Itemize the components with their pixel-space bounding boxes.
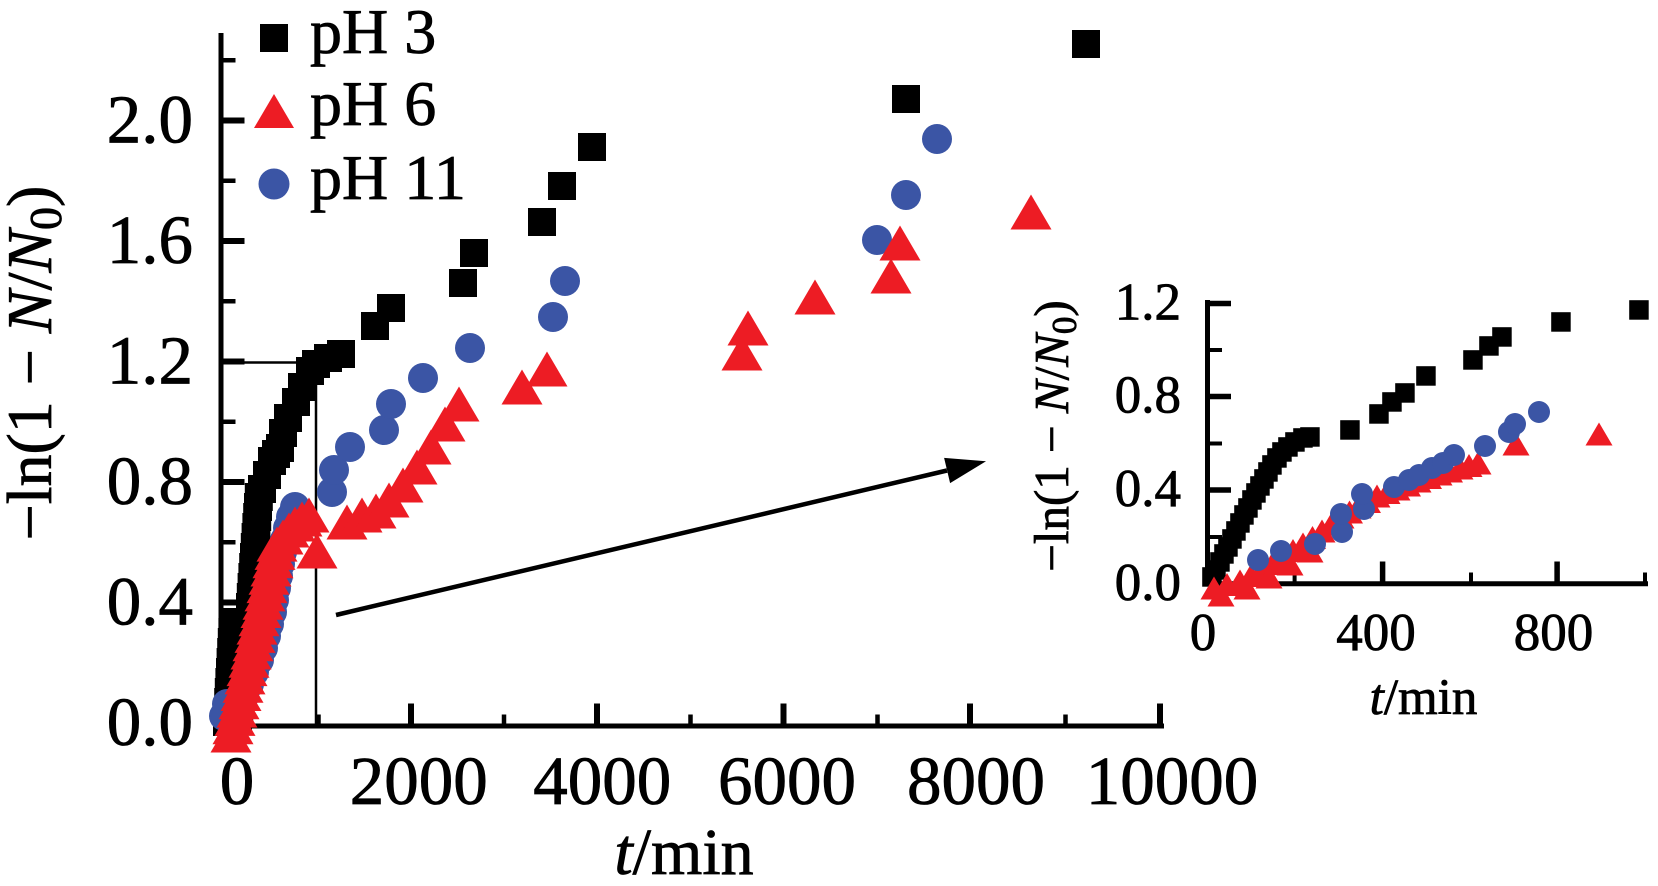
svg-text:0: 0 xyxy=(220,743,255,819)
svg-text:t/min: t/min xyxy=(614,816,753,886)
svg-text:400: 400 xyxy=(1336,604,1416,662)
svg-text:800: 800 xyxy=(1514,604,1594,662)
svg-text:pH 3: pH 3 xyxy=(310,0,436,67)
svg-text:1.2: 1.2 xyxy=(1115,274,1181,332)
svg-text:0.8: 0.8 xyxy=(1115,367,1181,425)
svg-text:pH 11: pH 11 xyxy=(310,142,466,213)
svg-text:t/min: t/min xyxy=(1370,670,1478,726)
svg-text:1.2: 1.2 xyxy=(107,323,193,399)
svg-text:10000: 10000 xyxy=(1086,743,1259,819)
svg-text:−ln(1 − N/N0): −ln(1 − N/N0) xyxy=(0,186,71,541)
svg-text:2.0: 2.0 xyxy=(107,82,193,158)
svg-text:0.0: 0.0 xyxy=(107,684,193,760)
svg-text:0.0: 0.0 xyxy=(1115,554,1181,612)
svg-text:0.8: 0.8 xyxy=(107,443,193,519)
svg-text:4000: 4000 xyxy=(533,743,671,819)
svg-text:0: 0 xyxy=(1190,604,1217,662)
svg-text:6000: 6000 xyxy=(718,743,856,819)
svg-text:0.4: 0.4 xyxy=(107,564,193,640)
svg-text:1.6: 1.6 xyxy=(107,202,193,278)
svg-text:8000: 8000 xyxy=(907,743,1045,819)
svg-text:−ln(1 − N/N0): −ln(1 − N/N0) xyxy=(1024,300,1084,572)
svg-text:0.4: 0.4 xyxy=(1115,460,1181,518)
svg-text:2000: 2000 xyxy=(350,743,488,819)
svg-text:pH 6: pH 6 xyxy=(310,68,436,139)
